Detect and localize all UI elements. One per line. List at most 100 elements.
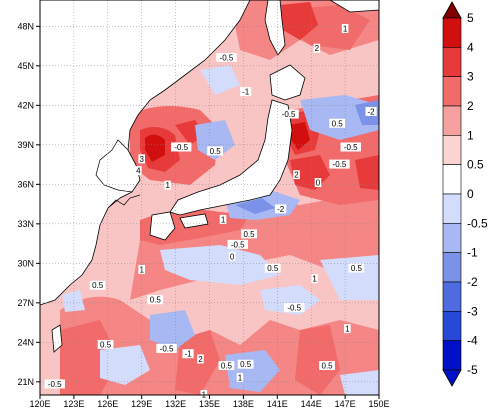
lat-tick-label: 21N xyxy=(17,377,34,387)
land-hokkaido xyxy=(269,64,306,101)
contour-label-bg xyxy=(197,354,204,364)
contour-label: 2 xyxy=(315,44,320,53)
contour-label: -0.5 xyxy=(231,240,245,249)
contour-label-bg xyxy=(348,263,365,273)
negative-anomaly-region xyxy=(62,290,85,312)
contour-label-bg xyxy=(241,229,257,239)
contour-label: -0.5 xyxy=(287,304,301,313)
colorbar-swatch xyxy=(442,47,462,77)
colorbar-lower-extension xyxy=(442,369,462,387)
colorbar-swatch xyxy=(442,281,462,312)
contour-label-bg xyxy=(156,343,177,353)
contour-label-bg xyxy=(227,239,248,249)
land-taiwan xyxy=(51,324,63,353)
contour-label-bg xyxy=(341,23,349,33)
colorbar-label: 4 xyxy=(467,40,474,54)
negative-anomaly-region xyxy=(195,120,235,160)
contour-label-bg xyxy=(344,324,351,334)
contour-label: 0.5 xyxy=(243,230,255,239)
coastline-detail xyxy=(107,194,141,209)
contour-label: -0.5 xyxy=(48,380,62,389)
colorbar-label: -2 xyxy=(467,275,478,289)
colorbar-label: -4 xyxy=(467,334,478,348)
contour-label: 0.5 xyxy=(100,340,112,349)
strong-positive-core xyxy=(145,134,165,162)
contour-label-bg xyxy=(237,359,254,369)
contour-label: -2 xyxy=(368,107,376,116)
coastline-detail xyxy=(95,139,133,193)
colorbar-label: 2 xyxy=(467,99,474,113)
colorbar-label: 5 xyxy=(467,11,474,25)
contour-label-bg xyxy=(329,118,346,128)
contour-label: -0.5 xyxy=(160,344,174,353)
contour-label: 0.5 xyxy=(321,362,333,371)
negative-anomaly-region xyxy=(340,370,379,395)
contour-label-bg xyxy=(228,251,236,261)
lat-tick-label: 42N xyxy=(17,100,34,110)
negative-anomaly-region xyxy=(235,198,275,214)
lat-tick-label: 39N xyxy=(17,140,34,150)
lon-tick-label: 138E xyxy=(233,399,254,408)
colorbar-label: 0.5 xyxy=(467,158,484,172)
colorbar-swatch xyxy=(442,135,462,165)
contour-label: 2 xyxy=(198,355,203,364)
contour-label-bg xyxy=(219,214,227,224)
contour-label: 0.5 xyxy=(150,296,162,305)
colorbar-label: 3 xyxy=(467,70,474,84)
contour-label-bg xyxy=(138,264,145,274)
colorbar-label: -3 xyxy=(467,304,478,318)
negative-anomaly-region xyxy=(160,245,280,285)
land-kyushu xyxy=(149,211,176,241)
negative-anomaly-region xyxy=(200,65,240,95)
contour-label: 0.5 xyxy=(332,119,344,128)
contour-label-bg xyxy=(293,170,300,180)
contour-label-bg xyxy=(44,379,65,389)
land-honshu xyxy=(169,99,293,216)
lon-tick-label: 126E xyxy=(97,399,118,408)
contour-label-bg xyxy=(138,154,145,164)
lon-tick-label: 141E xyxy=(267,399,288,408)
colorbar-label: -5 xyxy=(467,363,478,377)
contour-label-bg xyxy=(314,178,322,188)
contour-label: -0.5 xyxy=(333,160,347,169)
contour-label: 1 xyxy=(345,325,350,334)
colorbar-swatch xyxy=(442,193,462,224)
contour-label: -1 xyxy=(242,88,250,97)
contour-label: -1 xyxy=(184,350,192,359)
contour-label-bg xyxy=(365,106,377,116)
contour-label: 1 xyxy=(238,373,243,382)
contour-label: 1 xyxy=(221,215,226,224)
lat-tick-label: 30N xyxy=(17,258,34,268)
contour-label: 0 xyxy=(316,179,321,188)
contour-label-bg xyxy=(264,263,281,273)
colorbar-swatch xyxy=(442,223,462,253)
colorbar-swatch xyxy=(442,252,462,283)
contour-label: 1 xyxy=(165,181,170,190)
contour-label: 0 xyxy=(230,252,235,261)
contour-label-bg xyxy=(216,52,237,62)
lat-tick-label: 45N xyxy=(17,61,34,71)
colorbar-label: -1 xyxy=(467,246,478,260)
contour-label-bg xyxy=(329,159,350,169)
lat-tick-label: 33N xyxy=(17,219,34,229)
colorbar-swatch xyxy=(442,76,462,107)
colorbar-swatch xyxy=(442,340,462,371)
contour-label-bg xyxy=(284,303,305,313)
lon-tick-label: 129E xyxy=(131,399,152,408)
colorbar-swatch xyxy=(442,17,462,48)
colorbar-label: -0.5 xyxy=(467,216,488,230)
lat-tick-label: 36N xyxy=(17,179,34,189)
contour-label: 0.5 xyxy=(92,281,104,290)
contour-label: 1 xyxy=(343,24,348,33)
contour-label: 4 xyxy=(136,167,141,176)
contour-label-bg xyxy=(319,361,335,371)
lon-tick-label: 120E xyxy=(29,399,50,408)
contour-label-bg xyxy=(218,361,235,371)
land-sakhalin xyxy=(264,0,286,56)
colorbar-upper-extension xyxy=(442,1,462,19)
contour-label: 0.5 xyxy=(210,147,222,156)
contour-label: -0.5 xyxy=(344,143,358,152)
contour-label: -2 xyxy=(277,205,285,214)
contour-label-bg xyxy=(171,142,192,152)
